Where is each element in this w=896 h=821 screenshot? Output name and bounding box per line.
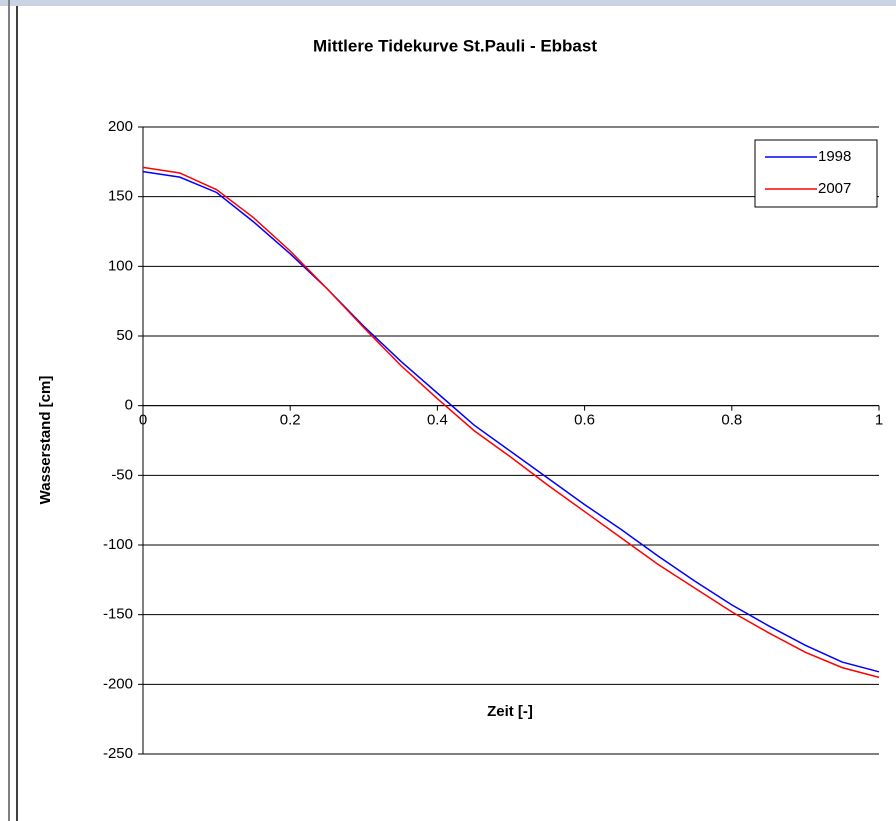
y-tick-label: -250 — [103, 745, 133, 762]
y-tick-label: -50 — [111, 466, 133, 483]
x-tick-label: 0.8 — [721, 412, 742, 429]
y-tick-label: -100 — [103, 536, 133, 553]
y-tick-label: 100 — [108, 257, 133, 274]
x-tick-label: 1 — [875, 412, 883, 429]
x-tick-label: 0 — [139, 412, 147, 429]
window-strip — [0, 0, 896, 6]
legend-box — [754, 139, 878, 208]
legend-label: 2007 — [818, 180, 851, 197]
x-axis-title: Zeit [-] — [487, 703, 533, 720]
legend-label: 1998 — [818, 148, 851, 165]
series-line — [142, 170, 880, 673]
y-axis-title: Wasserstand [cm] — [37, 376, 54, 505]
series-line — [142, 166, 880, 679]
x-tick-label: 0.2 — [280, 412, 301, 429]
y-tick-label: 200 — [108, 118, 133, 135]
x-tick-label: 0.6 — [574, 412, 595, 429]
x-tick-label: 0.4 — [427, 412, 448, 429]
y-tick-label: 150 — [108, 188, 133, 205]
y-tick-label: -200 — [103, 675, 133, 692]
y-tick-label: 0 — [125, 397, 133, 414]
chart-title: Mittlere Tidekurve St.Pauli - Ebbast — [313, 36, 597, 55]
y-tick-label: -150 — [103, 606, 133, 623]
y-tick-label: 50 — [116, 327, 133, 344]
